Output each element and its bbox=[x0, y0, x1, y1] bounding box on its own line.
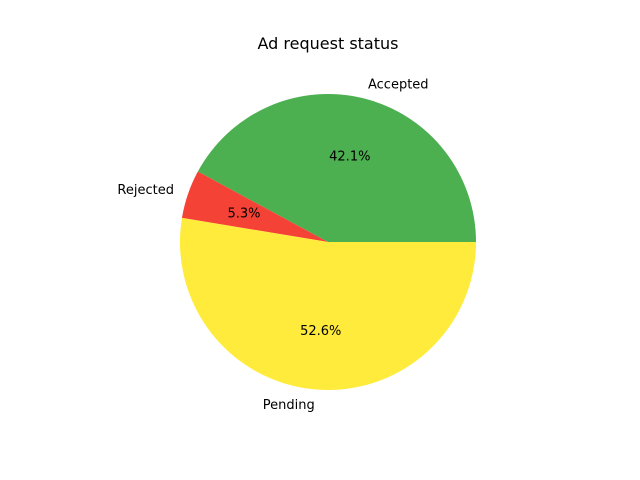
chart-title: Ad request status bbox=[258, 34, 399, 53]
pie-slice-pending bbox=[180, 217, 476, 390]
percent-label-accepted: 42.1% bbox=[329, 149, 370, 164]
percent-label-pending: 52.6% bbox=[300, 324, 341, 339]
pie-slice-rejected bbox=[181, 171, 328, 242]
slice-label-pending: Pending bbox=[263, 398, 315, 413]
pie-slices bbox=[180, 94, 477, 390]
slice-label-accepted: Accepted bbox=[368, 78, 429, 93]
percent-label-rejected: 5.3% bbox=[227, 207, 260, 222]
pie-slice-accepted bbox=[197, 94, 477, 242]
slice-label-rejected: Rejected bbox=[117, 183, 174, 198]
pie-labels: Accepted 42.1% Rejected 5.3% Pending 52.6% bbox=[117, 78, 428, 413]
